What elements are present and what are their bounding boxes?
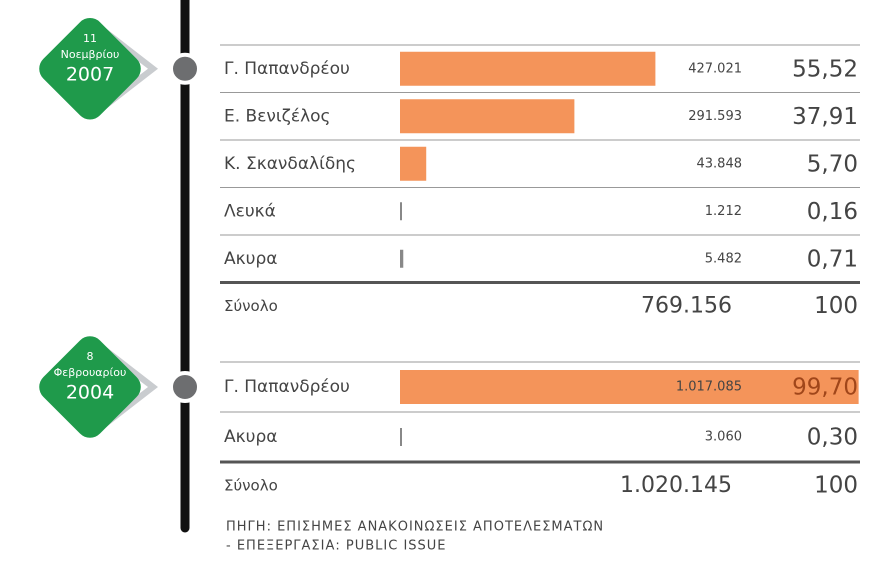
bar	[400, 51, 656, 86]
total-votes: 769.156	[641, 294, 732, 319]
row-votes: 1.017.085	[676, 380, 742, 395]
bar	[400, 370, 859, 404]
bar	[400, 428, 402, 446]
total-percent: 100	[814, 293, 858, 319]
row-votes: 3.060	[705, 430, 742, 445]
row-percent: 0,30	[807, 425, 858, 451]
row-name: Ε. Βενιζέλος	[224, 106, 331, 126]
row-votes: 43.848	[697, 156, 743, 171]
badge	[39, 336, 141, 438]
bar	[400, 202, 402, 221]
timeline-node	[169, 52, 201, 85]
row-name: Γ. Παπανδρέου	[224, 59, 350, 79]
row-votes: 1.212	[705, 204, 742, 219]
row-votes: 291.593	[688, 109, 742, 124]
total-label: Σύνολο	[224, 297, 278, 315]
badge-day: 8	[87, 350, 94, 363]
row-name: Γ. Παπανδρέου	[224, 377, 350, 397]
badge-month: Φεβρουαρίου	[54, 366, 127, 379]
badge-month: Νοεμβρίου	[61, 48, 120, 61]
row-name: Λευκά	[224, 201, 276, 221]
badge-year: 2004	[66, 382, 114, 404]
badge-year: 2007	[66, 63, 114, 85]
total-votes: 1.020.145	[620, 473, 732, 498]
row-name: Ακυρα	[224, 249, 277, 269]
timeline-node	[169, 371, 201, 403]
badge	[39, 17, 141, 120]
total-label: Σύνολο	[224, 477, 278, 495]
row-name: Ακυρα	[224, 427, 277, 447]
row-percent: 55,52	[792, 56, 858, 82]
bar	[400, 99, 575, 134]
source: ΠΗΓΗ: ΕΠΙΣΗΜΕΣ ΑΝΑΚΟΙΝΩΣΕΙΣ ΑΠΟΤΕΛΕΣΜΑΤΩ…	[226, 520, 604, 535]
row-percent: 0,16	[807, 199, 858, 225]
row-percent: 0,71	[807, 246, 858, 272]
row-percent: 99,70	[792, 375, 858, 401]
row-percent: 37,91	[792, 104, 858, 130]
row-votes: 427.021	[688, 61, 742, 76]
bar	[400, 146, 427, 181]
row-votes: 5.482	[705, 251, 742, 266]
bar	[400, 249, 404, 268]
row-name: Κ. Σκανδαλίδης	[224, 154, 356, 174]
badge-day: 11	[83, 32, 97, 45]
row-percent: 5,70	[807, 151, 858, 177]
total-percent: 100	[814, 473, 858, 499]
source: - ΕΠΕΞΕΡΓΑΣΙΑ: PUBLIC ISSUE	[226, 539, 447, 554]
